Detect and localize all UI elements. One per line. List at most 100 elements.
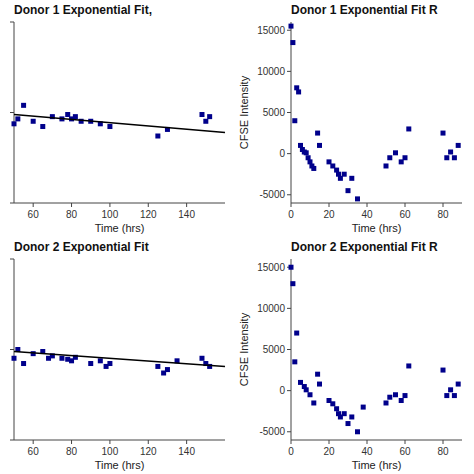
x-tick	[405, 203, 406, 207]
point	[403, 155, 408, 160]
point	[15, 116, 20, 121]
point	[384, 400, 389, 405]
x-tick	[109, 203, 110, 207]
point	[444, 155, 449, 160]
y-axis-label: CFSE Intensity	[238, 75, 250, 149]
point	[393, 150, 398, 155]
x-tick	[291, 203, 292, 207]
point	[406, 126, 411, 131]
x-tick	[443, 440, 444, 444]
x-tick-label: 120	[140, 209, 157, 220]
x-tick	[329, 440, 330, 444]
x-axis-label: Time (hrs)	[95, 459, 145, 471]
point	[292, 359, 297, 364]
point	[403, 393, 408, 398]
point	[31, 119, 36, 124]
panel-title: Donor 1 Exponential Fit,	[14, 3, 152, 17]
x-tick	[109, 440, 110, 444]
point	[346, 421, 351, 426]
point	[349, 414, 354, 419]
y-tick	[10, 349, 14, 350]
point	[21, 103, 26, 108]
x-tick-label: 140	[178, 446, 195, 457]
x-tick-label: 80	[437, 446, 449, 457]
point	[355, 196, 360, 201]
point	[304, 150, 309, 155]
plot-area	[289, 24, 461, 202]
x-tick-label: 60	[399, 209, 411, 220]
point	[88, 361, 93, 366]
x-axis-label: Time (hrs)	[352, 222, 402, 234]
panel-title: Donor 2 Exponential Fit	[14, 240, 149, 254]
y-tick	[10, 112, 14, 113]
x-tick-label: 120	[140, 446, 157, 457]
x-tick	[148, 440, 149, 444]
x-tick	[186, 440, 187, 444]
point	[317, 382, 322, 387]
point	[456, 143, 461, 148]
x-tick-label: 60	[399, 446, 411, 457]
y-tick	[10, 203, 14, 204]
x-axis-line	[14, 440, 225, 441]
point	[441, 368, 446, 373]
y-tick	[10, 22, 14, 23]
point	[98, 358, 103, 363]
figure: 6080100120140Time (hrs)Donor 1 Exponenti…	[0, 0, 474, 474]
panel: 6080100120140Time (hrs)Donor 2 Exponenti…	[10, 240, 225, 471]
point	[289, 24, 294, 29]
x-tick-label: 20	[323, 446, 335, 457]
x-tick-label: 0	[288, 209, 294, 220]
x-tick-label: 80	[437, 209, 449, 220]
point	[452, 393, 457, 398]
y-tick-label: 0	[279, 148, 285, 159]
point	[155, 133, 160, 138]
y-tick	[287, 308, 291, 309]
point	[406, 363, 411, 368]
x-tick-label: 0	[288, 446, 294, 457]
point	[73, 114, 78, 119]
y-tick	[287, 112, 291, 113]
point	[165, 367, 170, 372]
y-axis-label: CFSE Intensity	[238, 312, 250, 386]
point	[448, 387, 453, 392]
x-tick	[443, 203, 444, 207]
x-tick-label: 20	[323, 209, 335, 220]
x-axis-line	[291, 203, 462, 204]
point	[304, 387, 309, 392]
plot-area	[12, 347, 226, 375]
x-tick-label: 40	[361, 446, 373, 457]
x-axis-line	[291, 440, 462, 441]
x-tick	[148, 203, 149, 207]
point	[12, 121, 17, 126]
point	[361, 405, 366, 410]
x-axis-label: Time (hrs)	[95, 222, 145, 234]
x-tick	[329, 203, 330, 207]
point	[448, 149, 453, 154]
point	[342, 411, 347, 416]
y-tick	[287, 153, 291, 154]
y-tick	[287, 349, 291, 350]
point	[317, 143, 322, 148]
y-tick	[287, 431, 291, 432]
x-axis-label: Time (hrs)	[352, 459, 402, 471]
y-tick-label: -5000	[259, 189, 285, 200]
panel-title: Donor 1 Exponential Fit R	[291, 3, 438, 17]
y-tick-label: 0	[279, 385, 285, 396]
x-tick	[291, 440, 292, 444]
point	[311, 166, 316, 171]
x-tick	[367, 440, 368, 444]
point	[107, 361, 112, 366]
point	[441, 131, 446, 136]
point	[289, 265, 294, 270]
y-tick	[287, 390, 291, 391]
point	[346, 188, 351, 193]
plot-area	[12, 103, 226, 139]
y-tick-label: 15000	[257, 262, 285, 273]
y-tick-label: 5000	[263, 344, 286, 355]
point	[40, 124, 45, 129]
point	[107, 124, 112, 129]
point	[21, 361, 26, 366]
x-tick	[367, 203, 368, 207]
y-tick-label: 10000	[257, 66, 285, 77]
point	[452, 155, 457, 160]
